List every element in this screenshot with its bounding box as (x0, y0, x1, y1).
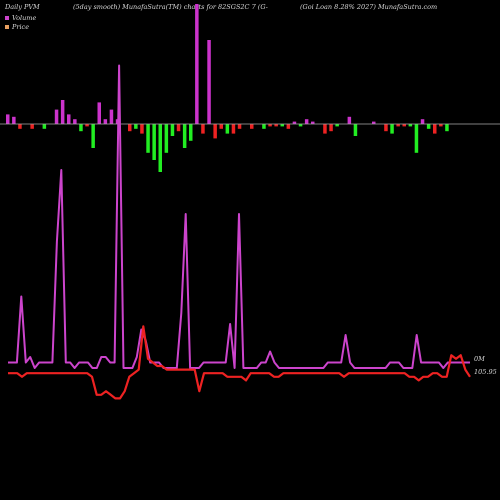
pvm-bar (67, 114, 71, 124)
pvm-bars (6, 4, 449, 172)
pvm-bar (109, 109, 114, 124)
pvm-bar (213, 124, 217, 139)
pvm-bar (445, 124, 449, 132)
pvm-bar (79, 124, 83, 132)
chart-header-right: (Goi Loan 8.28% 2027) MunafaSutra.com (300, 3, 438, 11)
pvm-bar (372, 121, 376, 124)
pvm-bar (335, 124, 339, 127)
price-last-label: 105.95 (474, 368, 497, 376)
legend-price-label: Price (12, 23, 30, 31)
pvm-bar (176, 124, 181, 132)
pvm-bar (134, 124, 138, 129)
pvm-bar (292, 121, 297, 124)
pvm-bar (60, 100, 65, 124)
price-line (8, 325, 471, 400)
pvm-bar (128, 124, 132, 132)
pvm-bar (97, 102, 101, 124)
pvm-bar (189, 124, 193, 141)
pvm-bar (42, 124, 47, 129)
pvm-bar (201, 124, 205, 134)
pvm-bar (219, 124, 223, 129)
legend-volume-label: Volume (12, 14, 37, 22)
legend-price-swatch (5, 25, 9, 29)
pvm-bar (182, 124, 187, 148)
pvm-bar (396, 124, 400, 127)
pvm-bar (170, 124, 175, 136)
pvm-bar (304, 119, 309, 124)
pvm-bar (146, 124, 150, 153)
pvm-bar (402, 124, 406, 127)
chart-header-middle: (5day smooth) MunafaSutra(TM) charts for… (73, 3, 268, 11)
pvm-bar (164, 124, 169, 153)
pvm-bar (439, 124, 443, 127)
pvm-bar (262, 124, 266, 129)
pvm-bar (30, 124, 34, 129)
pvm-bar (18, 124, 22, 129)
pvm-bar (6, 114, 10, 124)
pvm-bar (347, 116, 352, 124)
volume-last-label: 0M (474, 355, 485, 363)
pvm-bar (250, 124, 254, 129)
pvm-bar (390, 124, 394, 134)
legend-volume-swatch (5, 16, 9, 20)
pvm-bar (12, 116, 16, 124)
pvm-bar (298, 124, 303, 127)
pvm-bar (353, 124, 358, 136)
pvm-bar (195, 4, 199, 124)
pvm-bar (286, 124, 291, 129)
pvm-bar (73, 119, 77, 124)
pvm-bar (414, 124, 419, 153)
pvm-bar (408, 124, 413, 127)
pvm-bar (225, 124, 230, 134)
pvm-bar (54, 109, 59, 124)
pvm-bar (323, 124, 327, 134)
pvm-bar (103, 119, 108, 124)
pvm-bar (85, 124, 89, 127)
legend-price: Price (5, 23, 29, 31)
pvm-bar (433, 124, 437, 134)
pvm-bar (140, 124, 144, 134)
pvm-bar (280, 124, 284, 127)
pvm-bar (329, 124, 333, 132)
volume-line (8, 64, 470, 369)
pvm-bar (158, 124, 162, 172)
pvm-bar (268, 124, 272, 127)
pvm-bar (207, 40, 211, 124)
pvm-bar (420, 119, 425, 124)
pvm-bar (91, 124, 95, 148)
pvm-bar (231, 124, 236, 134)
series-lines (8, 64, 471, 400)
pvm-bar (311, 121, 315, 124)
pvm-bar (237, 124, 242, 129)
legend-volume: Volume (5, 14, 36, 22)
pvm-bar (152, 124, 156, 160)
pvm-bar (384, 124, 388, 132)
pvm-bar (274, 124, 278, 127)
pvm-bar (426, 124, 431, 129)
chart-header-left: Daily PVM (5, 3, 40, 11)
